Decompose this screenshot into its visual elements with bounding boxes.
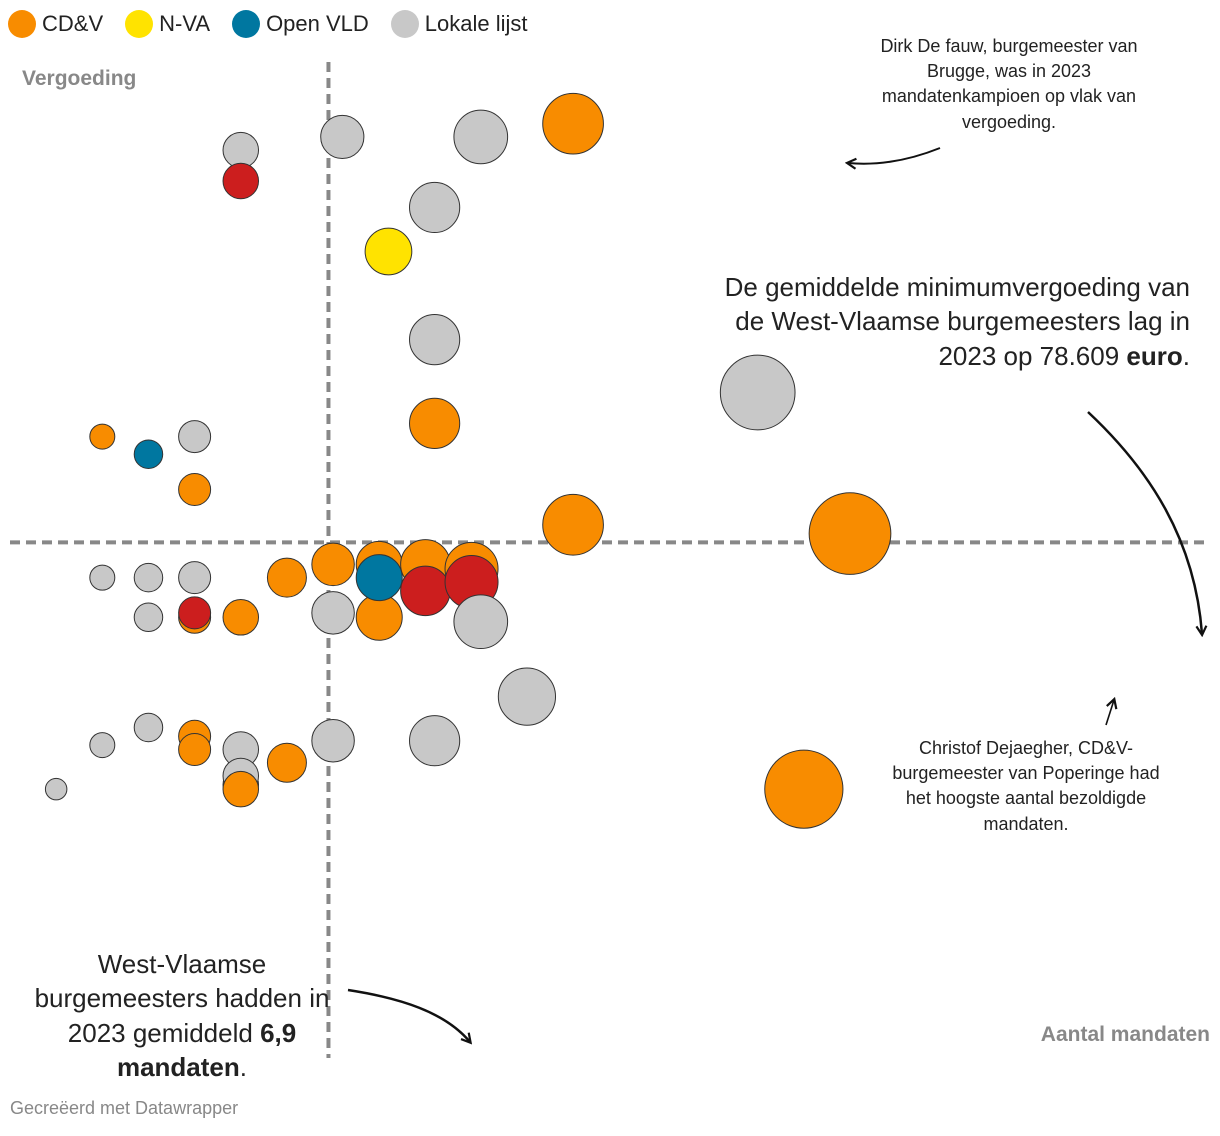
- scatter-point-2[interactable]: [320, 114, 365, 160]
- arrow-de-fauw: [848, 147, 941, 164]
- arrow-dejaegher: [1105, 700, 1114, 726]
- legend-swatch-lokale-lijst: [390, 10, 419, 38]
- annotation-avg-mandaten: West-Vlaamse burgemeesters hadden in 202…: [34, 949, 330, 1082]
- legend-label: N-VA: [159, 11, 211, 36]
- scatter-point-24[interactable]: [311, 542, 355, 587]
- scatter-point-18[interactable]: [178, 561, 212, 595]
- legend-item-cdv: CD&V: [8, 10, 103, 38]
- scatter-point-33[interactable]: [453, 594, 509, 650]
- scatter-point-5[interactable]: [409, 181, 461, 234]
- arrow-avg-mandaten: [347, 988, 470, 1042]
- scatter-point-0[interactable]: [222, 131, 260, 169]
- legend-label: CD&V: [42, 11, 104, 36]
- scatter-point-30[interactable]: [400, 565, 451, 617]
- scatter-point-17[interactable]: [133, 562, 164, 593]
- scatter-point-4[interactable]: [542, 92, 604, 155]
- scatter-point-40[interactable]: [178, 733, 212, 767]
- scatter-point-46[interactable]: [311, 718, 355, 763]
- scatter-point-13[interactable]: [178, 472, 212, 506]
- legend-label: Lokale lijst: [424, 11, 528, 36]
- annotation-avg-vergoeding: De gemiddelde minimumvergoeding van de W…: [724, 272, 1190, 371]
- legend-item-open-vld: Open VLD: [232, 10, 369, 38]
- scatter-point-8[interactable]: [409, 397, 461, 449]
- scatter-point-12[interactable]: [178, 420, 212, 454]
- scatter-point-28[interactable]: [355, 554, 403, 602]
- scatter-point-3[interactable]: [453, 109, 509, 165]
- legend-swatch-nva: [125, 10, 154, 38]
- scatter-point-1[interactable]: [222, 162, 260, 200]
- annotation-dejaegher: Christof Dejaegher, CD&V-burgemeester va…: [892, 738, 1160, 834]
- scatter-point-7[interactable]: [409, 314, 461, 366]
- annotation-avg-mandaten-bold: 6,9 mandaten: [116, 1017, 297, 1082]
- legend: CD&V N-VA Open VLD Lokale lijst: [8, 10, 528, 38]
- annotation-avg-mandaten-text: West-Vlaamse burgemeesters hadden in 202…: [34, 949, 330, 1048]
- scatter-point-6[interactable]: [364, 227, 413, 276]
- scatter-point-38[interactable]: [133, 712, 164, 743]
- legend-item-nva: N-VA: [125, 10, 210, 38]
- scatter-point-11[interactable]: [133, 439, 164, 469]
- scatter-point-35[interactable]: [409, 715, 461, 767]
- scatter-point-34[interactable]: [497, 667, 557, 726]
- annotation-avg-vergoeding-bold: euro: [1126, 340, 1183, 371]
- footer-credit: Gecreëerd met Datawrapper: [10, 1098, 239, 1118]
- scatter-point-10[interactable]: [89, 423, 116, 450]
- scatter-point-9[interactable]: [719, 354, 796, 431]
- scatter-point-23[interactable]: [266, 557, 307, 598]
- scatter-point-44[interactable]: [222, 770, 260, 808]
- scatter-point-37[interactable]: [89, 732, 116, 759]
- scatter-point-19[interactable]: [133, 602, 164, 633]
- annotation-avg-vergoeding-text: De gemiddelde minimumvergoeding van de W…: [724, 272, 1190, 371]
- annotation-de-fauw: Dirk De fauw, burgemeester van Brugge, w…: [880, 36, 1138, 132]
- scatter-point-15[interactable]: [808, 492, 892, 575]
- scatter-point-22[interactable]: [222, 599, 260, 636]
- legend-item-lokale-lijst: Lokale lijst: [390, 10, 528, 38]
- scatter-point-25[interactable]: [311, 591, 355, 635]
- scatter-point-21[interactable]: [178, 596, 212, 630]
- scatter-point-16[interactable]: [89, 564, 116, 591]
- scatter-point-45[interactable]: [266, 742, 307, 783]
- x-axis-label: Aantal mandaten: [1041, 1023, 1210, 1046]
- y-axis-label: Vergoeding: [22, 67, 136, 90]
- scatter-point-47[interactable]: [44, 777, 68, 801]
- scatter-point-27[interactable]: [355, 593, 403, 641]
- scatter-point-14[interactable]: [542, 493, 604, 556]
- legend-swatch-open-vld: [232, 10, 261, 38]
- legend-swatch-cdv: [8, 10, 36, 38]
- arrow-avg-vergoeding: [1087, 411, 1202, 634]
- legend-label: Open VLD: [266, 11, 369, 36]
- scatter-point-36[interactable]: [764, 749, 844, 829]
